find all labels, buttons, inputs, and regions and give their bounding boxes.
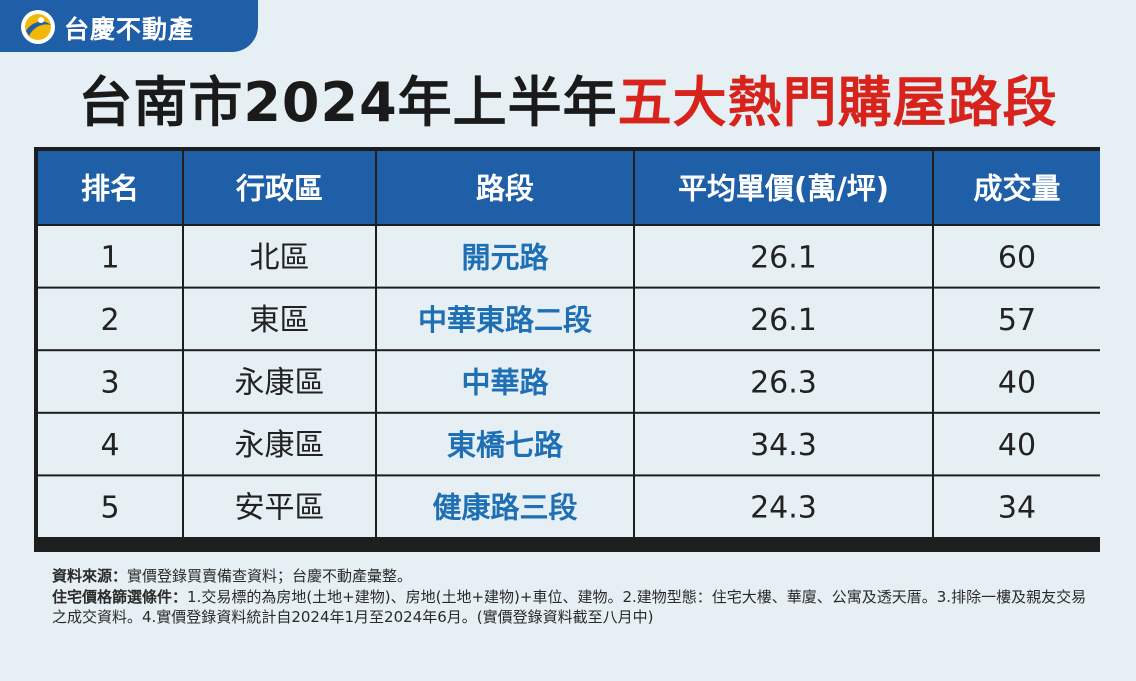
cell-rank-4: 4 (100, 428, 119, 463)
page-title: 台南市2024年上半年五大熱門購屋路段 (0, 70, 1136, 136)
source-note: 資料來源：實價登錄買賣備查資料；台慶不動產彙整。 (52, 566, 1092, 587)
cell-avg-price-2: 26.1 (750, 303, 817, 338)
table-cell (184, 476, 375, 537)
cell-road-3: 中華路 (461, 366, 549, 400)
table-cell (377, 413, 633, 475)
table-cell (377, 476, 633, 537)
table-cell (635, 226, 932, 287)
table-cell (184, 351, 375, 412)
source-label: 資料來源： (52, 567, 128, 585)
cell-district-4: 永康區 (235, 428, 325, 463)
cell-volume-5: 34 (998, 491, 1036, 526)
notes: 資料來源：實價登錄買賣備查資料；台慶不動產彙整。 住宅價格篩選條件：1.交易標的… (52, 566, 1092, 628)
table-cell (184, 226, 375, 287)
cell-rank-3: 3 (100, 366, 119, 401)
cell-road-4: 東橋七路 (447, 428, 564, 462)
cell-volume-2: 57 (998, 303, 1036, 338)
table-cell (635, 351, 932, 412)
taching-logo-icon (21, 10, 55, 44)
cell-district-2: 東區 (250, 303, 310, 338)
header-cell-volume (934, 151, 1100, 224)
table-cell (934, 226, 1100, 287)
table-cell (184, 288, 375, 350)
cell-avg-price-3: 26.3 (750, 366, 817, 401)
table-cell (934, 288, 1100, 350)
ranking-table-svg: 排名 行政區 路段 平均單價(萬/坪) 成交量 1 北區 開元路 26.1 60 2 東區 中華東路二段… (38, 151, 1100, 537)
cell-volume-4: 40 (998, 428, 1036, 463)
table-cell (635, 413, 932, 475)
cell-road-5: 健康路三段 (432, 491, 577, 525)
table-cell (38, 476, 182, 537)
table-cell (635, 288, 932, 350)
cell-avg-price-1: 26.1 (750, 240, 817, 275)
table-cell (934, 413, 1100, 475)
criteria-label: 住宅價格篩選條件： (52, 587, 188, 606)
column-header-volume: 成交量 (973, 172, 1060, 206)
header-cell-road (377, 151, 633, 224)
table-cell (377, 288, 633, 350)
table-cell (184, 413, 375, 475)
cell-district-5: 安平區 (235, 491, 325, 526)
column-header-district: 行政區 (235, 172, 323, 206)
cell-district-3: 永康區 (235, 366, 325, 401)
table-cell (377, 226, 633, 287)
cell-avg-price-4: 34.3 (750, 428, 817, 463)
header-cell-district (184, 151, 375, 224)
table-cell (635, 476, 932, 537)
table-cell (38, 226, 182, 287)
table-cell (934, 351, 1100, 412)
cell-rank-2: 2 (100, 303, 119, 338)
cell-road-2: 中華東路二段 (418, 303, 592, 337)
table-cell (38, 351, 182, 412)
cell-road-1: 開元路 (461, 240, 549, 274)
table-cell (38, 413, 182, 475)
brand-name: 台慶不動產 (64, 15, 195, 44)
table-cell (377, 351, 633, 412)
criteria-note: 住宅價格篩選條件：1.交易標的為房地(土地+建物)、房地(土地+建物)+車位、建… (52, 587, 1092, 628)
cell-rank-5: 5 (100, 491, 119, 526)
source-text: 實價登錄買賣備查資料；台慶不動產彙整。 (127, 567, 413, 585)
table-cell (38, 288, 182, 350)
column-header-road: 路段 (476, 172, 534, 206)
column-header-avg-price: 平均單價(萬/坪) (678, 172, 889, 206)
cell-rank-1: 1 (100, 240, 119, 275)
title-highlight: 五大熱門購屋路段 (617, 71, 1058, 134)
cell-volume-1: 60 (998, 240, 1036, 275)
cell-district-1: 北區 (250, 240, 310, 275)
header-cell-avg-price (635, 151, 932, 224)
header-cell-rank (38, 151, 182, 224)
criteria-text: 1.交易標的為房地(土地+建物)、房地(土地+建物)+車位、建物。2.建物型態：… (52, 587, 1087, 627)
column-header-rank: 排名 (81, 172, 139, 206)
cell-volume-3: 40 (998, 366, 1036, 401)
table-cell (934, 476, 1100, 537)
brand-header: 台慶不動產 (0, 0, 258, 52)
ranking-table: 排名 行政區 路段 平均單價(萬/坪) 成交量 1 北區 開元路 26.1 60 2 東區 中華東路二段… (34, 147, 1100, 552)
title-main: 台南市2024年上半年 (78, 71, 618, 134)
cell-avg-price-5: 24.3 (750, 491, 817, 526)
